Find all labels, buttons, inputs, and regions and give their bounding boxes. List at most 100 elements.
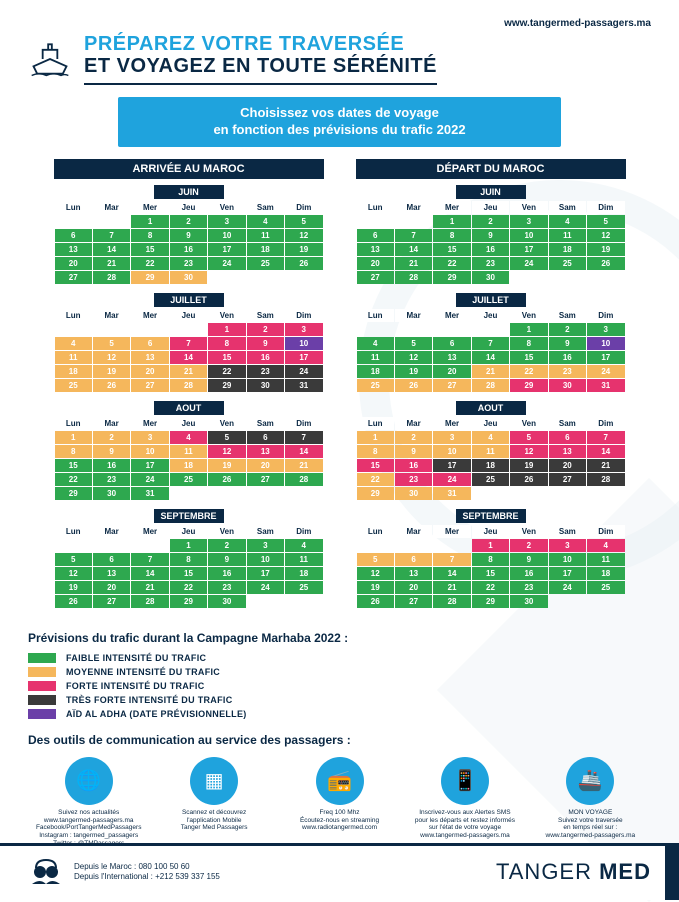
calendar-cell: 12 [208,445,245,458]
legend-label: AÏD AL ADHA (DATE PRÉVISIONNELLE) [66,709,247,719]
day-header: Dim [285,417,322,430]
calendar-cell-empty [55,215,92,228]
calendar-cell: 18 [247,243,284,256]
calendar-cell: 20 [55,257,92,270]
calendar-cell: 7 [587,431,624,444]
calendar-cell-empty [433,323,470,336]
calendar-cell: 26 [357,595,394,608]
day-header: Dim [285,309,322,322]
calendar-cell: 6 [395,553,432,566]
calendar-cell: 13 [131,351,168,364]
calendar-cell: 29 [208,379,245,392]
calendar-cell: 10 [433,445,470,458]
calendar-cell-empty [357,323,394,336]
calendar-cell: 19 [395,365,432,378]
calendar-cell: 1 [55,431,92,444]
day-header: Mar [93,201,130,214]
calendar-cell: 12 [587,229,624,242]
calendar-table: LunMarMerJeuVenSamDim1234567891011121314… [356,416,626,501]
calendar-cell: 19 [208,459,245,472]
calendar-cell: 1 [510,323,547,336]
calendar-cell: 9 [510,553,547,566]
calendar-cell: 4 [357,337,394,350]
calendar-cell: 2 [170,215,207,228]
calendar-cell: 3 [208,215,245,228]
calendar-cell-empty [93,539,130,552]
calendar-cell: 21 [170,365,207,378]
calendar-cell: 18 [55,365,92,378]
title-line1: PRÉPAREZ VOTRE TRAVERSÉE [84,33,437,55]
calendar-cell: 24 [587,365,624,378]
calendar-cell-empty [131,323,168,336]
tool-text: Scannez et découvrezl'application Mobile… [153,809,274,832]
calendar-cell: 29 [433,271,470,284]
month-name: SEPTEMBRE [154,509,224,523]
calendar-cell: 11 [357,351,394,364]
calendar-cell: 1 [170,539,207,552]
legend-label: FORTE INTENSITÉ DU TRAFIC [66,681,205,691]
day-header: Mer [433,309,470,322]
legend-row: FORTE INTENSITÉ DU TRAFIC [28,681,651,691]
calendar-cell-empty [131,539,168,552]
day-header: Lun [357,201,394,214]
day-header: Sam [549,201,586,214]
calendar-cell: 17 [433,459,470,472]
calendar-cell: 8 [510,337,547,350]
calendar-cell: 31 [433,487,470,500]
calendar-cell: 16 [549,351,586,364]
calendar-cell: 14 [285,445,322,458]
tool-text: Suivez nos actualitéswww.tangermed-passa… [28,809,149,848]
calendar-cell: 21 [395,257,432,270]
calendar-cell: 14 [587,445,624,458]
tool-icon: 🚢 [566,757,614,805]
calendar-cell-empty [587,271,624,284]
day-header: Sam [247,309,284,322]
calendar-cell: 5 [55,553,92,566]
calendar-cell: 22 [472,581,509,594]
day-header: Mar [395,201,432,214]
calendar-cell: 17 [247,567,284,580]
day-header: Dim [587,201,624,214]
calendar-cell-empty [395,539,432,552]
day-header: Lun [55,525,92,538]
calendar-cell-empty [472,487,509,500]
calendar-cell: 12 [510,445,547,458]
calendar-cell-empty [357,539,394,552]
calendar-cell-empty [472,323,509,336]
calendar-cell: 18 [285,567,322,580]
calendar-cell-empty [55,539,92,552]
calendar-cell-empty [93,215,130,228]
calendar-cell-empty [587,595,624,608]
calendar-cell: 20 [247,459,284,472]
calendar-cell: 9 [170,229,207,242]
calendar-cell-empty [549,487,586,500]
calendar-cell: 2 [93,431,130,444]
tool-text: MON VOYAGESuivez votre traverséeen temps… [530,809,651,840]
calendar-cell: 25 [285,581,322,594]
calendar-cell: 4 [247,215,284,228]
calendar-cell: 26 [55,595,92,608]
calendar-cell: 5 [395,337,432,350]
calendar-cell: 1 [472,539,509,552]
day-header: Lun [55,309,92,322]
calendar-cell: 29 [510,379,547,392]
calendar-cell: 30 [510,595,547,608]
calendar-cell: 4 [285,539,322,552]
calendar-cell: 6 [357,229,394,242]
calendar-table: LunMarMerJeuVenSamDim1234567891011121314… [54,200,324,285]
calendar-cell: 7 [285,431,322,444]
calendar-cell-empty [208,271,245,284]
tool-icon: 🌐 [65,757,113,805]
day-header: Ven [208,525,245,538]
calendar-cell: 22 [433,257,470,270]
calendar-cell: 30 [549,379,586,392]
calendar-cell: 24 [247,581,284,594]
calendar-cell: 8 [357,445,394,458]
calendar-cell: 27 [549,473,586,486]
calendar-cell: 28 [93,271,130,284]
month-name: JUIN [154,185,224,199]
banner: Choisissez vos dates de voyage en foncti… [118,97,561,147]
day-header: Sam [549,417,586,430]
calendar-cell: 14 [395,243,432,256]
calendar-cell: 22 [131,257,168,270]
